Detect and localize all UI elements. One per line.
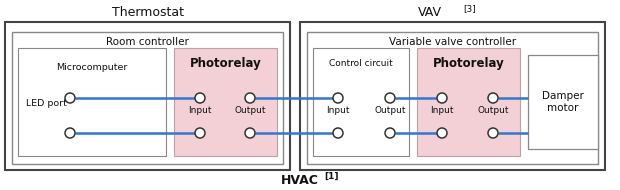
Text: Damper
motor: Damper motor: [542, 91, 584, 113]
Bar: [5, 22, 290, 170]
Text: Input: Input: [326, 106, 350, 115]
Circle shape: [65, 128, 75, 138]
Text: Photorelay: Photorelay: [190, 58, 262, 70]
Circle shape: [245, 128, 255, 138]
Bar: [417, 48, 520, 156]
Circle shape: [437, 128, 447, 138]
Text: [1]: [1]: [324, 172, 339, 180]
Text: Input: Input: [188, 106, 212, 115]
Bar: [18, 48, 166, 156]
Circle shape: [195, 93, 205, 103]
Text: HVAC: HVAC: [281, 173, 319, 187]
Text: LED port: LED port: [26, 98, 67, 108]
Bar: [528, 55, 598, 149]
Text: Output: Output: [374, 106, 405, 115]
Circle shape: [245, 93, 255, 103]
Circle shape: [385, 93, 395, 103]
Circle shape: [333, 93, 343, 103]
Bar: [174, 48, 277, 156]
Circle shape: [437, 93, 447, 103]
Text: Microcomputer: Microcomputer: [56, 63, 128, 73]
Text: Room controller: Room controller: [106, 37, 189, 47]
Text: Output: Output: [477, 106, 509, 115]
Circle shape: [488, 128, 498, 138]
Circle shape: [65, 93, 75, 103]
Circle shape: [385, 128, 395, 138]
Bar: [307, 32, 598, 164]
Text: [3]: [3]: [463, 5, 476, 13]
Bar: [300, 22, 605, 170]
Text: VAV: VAV: [418, 6, 442, 20]
Text: Control circuit: Control circuit: [329, 59, 393, 69]
Bar: [12, 32, 283, 164]
Circle shape: [488, 93, 498, 103]
Bar: [313, 48, 409, 156]
Text: Photorelay: Photorelay: [433, 58, 505, 70]
Circle shape: [195, 128, 205, 138]
Text: Variable valve controller: Variable valve controller: [389, 37, 516, 47]
Circle shape: [333, 128, 343, 138]
Text: Thermostat: Thermostat: [112, 6, 184, 20]
Text: Input: Input: [430, 106, 454, 115]
Text: Output: Output: [234, 106, 266, 115]
